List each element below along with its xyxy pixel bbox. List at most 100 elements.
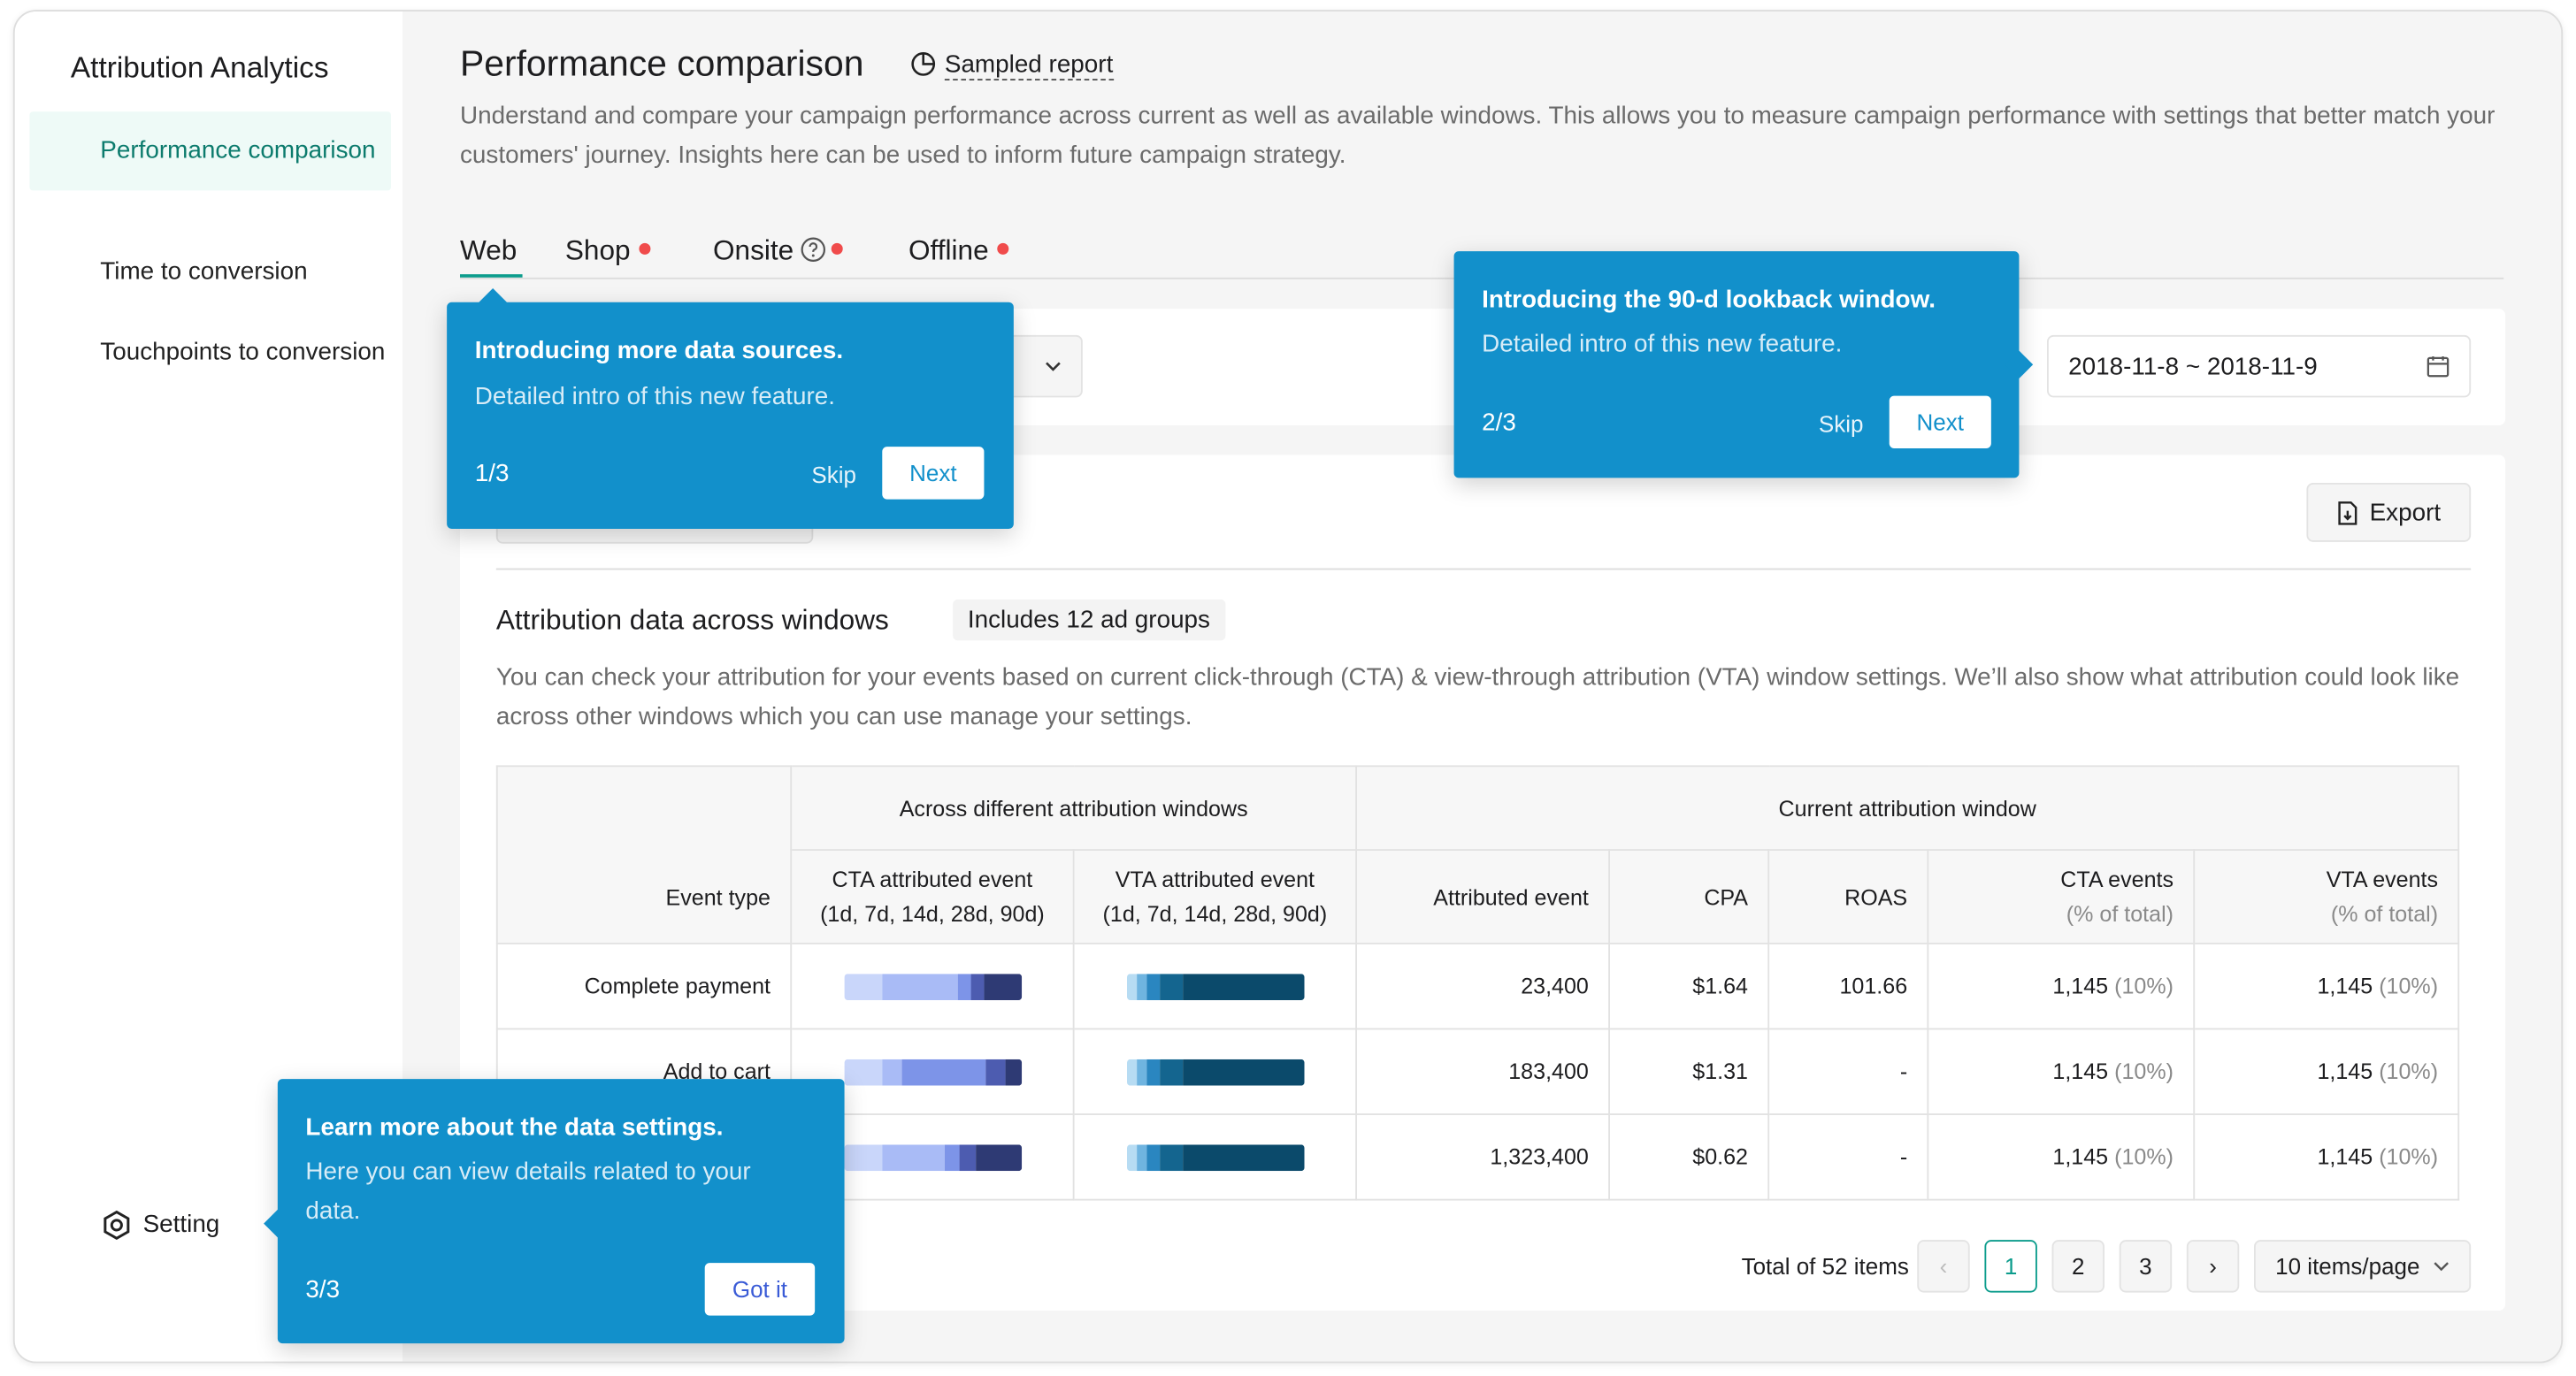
nav-item[interactable]: Touchpoints to conversion — [100, 338, 386, 367]
setting-link[interactable]: Setting — [142, 1210, 220, 1239]
date-range: 2018-11-8 ~ 2018-11-9 — [2068, 353, 2318, 381]
section-title: Attribution data across windows — [495, 604, 889, 636]
next-button[interactable]: Next — [1889, 395, 1991, 449]
column-detail: (% of total) — [2330, 901, 2439, 927]
column-header: VTA events (% of total) — [2193, 849, 2460, 944]
distribution-bar — [1126, 973, 1304, 1000]
path-part — [104, 1210, 130, 1240]
tab[interactable]: Offline — [908, 235, 1008, 268]
distribution-bar — [843, 973, 1022, 1000]
page-size-select[interactable]: 10 items/page — [2254, 1240, 2472, 1293]
page-size: 10 items/page — [2275, 1253, 2420, 1280]
circle-part — [801, 237, 826, 263]
cta-events: 1,145 (10%) — [1927, 1113, 2196, 1201]
export-button[interactable]: Export — [2306, 483, 2472, 542]
nav-item[interactable]: Performance comparison — [29, 111, 392, 191]
nav-item[interactable]: Time to conversion — [100, 257, 308, 287]
tab-label: Web — [460, 234, 518, 266]
setting-icon — [104, 1210, 130, 1240]
path-part — [2343, 509, 2353, 520]
next-button[interactable]: Next — [882, 447, 985, 500]
page-button[interactable]: 3 — [2119, 1240, 2173, 1293]
event-share: (10%) — [2114, 974, 2174, 999]
table-row: Complete payment 23,400 $1.64 101.66 1,145 (… — [495, 943, 2460, 1030]
roas: - — [1767, 1028, 1929, 1116]
bar-segment — [1136, 1143, 1146, 1171]
prev-page[interactable]: ‹ — [1917, 1240, 1970, 1293]
cta-events: 1,145 (10%) — [1927, 943, 2196, 1030]
bar-segment — [881, 1058, 901, 1085]
bar-segment — [1182, 1058, 1304, 1085]
tooltip-step: 2/3 — [1482, 409, 1516, 438]
bar-segment — [958, 1143, 976, 1171]
total-count: Total of 52 items — [1741, 1253, 1909, 1280]
vta-distribution — [1072, 943, 1358, 1030]
bar-segment — [1146, 1143, 1160, 1171]
bar-segment — [985, 1058, 1005, 1085]
column-label: VTA events — [2326, 867, 2439, 892]
sidebar: Attribution Analytics Performance compar… — [14, 11, 403, 1362]
skip-button[interactable]: Skip — [811, 461, 857, 488]
attributed-event: 1,323,400 — [1355, 1113, 1611, 1201]
column-detail: (% of total) — [2066, 901, 2174, 927]
distribution-bar — [1126, 1143, 1304, 1171]
event-count: 1,145 — [2052, 974, 2109, 999]
help-icon — [801, 237, 826, 263]
column-header: Attributed event — [1355, 849, 1611, 944]
column-header: Event type — [495, 765, 793, 944]
event-count: 1,145 — [2317, 1059, 2373, 1084]
tab[interactable]: Onsite — [713, 235, 843, 268]
column-label: CTA events — [2060, 867, 2174, 892]
bar-segment — [1182, 973, 1304, 1000]
date-picker[interactable]: 2018-11-8 ~ 2018-11-9 — [2047, 334, 2472, 398]
tab[interactable]: Web — [460, 235, 517, 268]
column-label: CTA attributed event — [832, 867, 1033, 892]
event-count: 1,145 — [2317, 974, 2373, 999]
cpa: $1.64 — [1608, 943, 1770, 1030]
attribution-table: Event type Across different attribution … — [495, 765, 2460, 1201]
cta-events: 1,145 (10%) — [1927, 1028, 2196, 1116]
event-share: (10%) — [2114, 1144, 2174, 1170]
path-part — [809, 242, 818, 252]
new-dot — [996, 242, 1008, 255]
path-part — [2434, 1262, 2449, 1272]
tab[interactable]: Shop — [565, 235, 650, 268]
event-type: Complete payment — [495, 943, 793, 1030]
bar-segment — [983, 973, 1022, 1000]
group-header: Current attribution window — [1355, 765, 2460, 852]
attributed-event: 23,400 — [1355, 943, 1611, 1030]
bar-segment — [1136, 973, 1146, 1000]
page-button[interactable]: 1 — [1984, 1240, 2037, 1293]
vta-events: 1,145 (10%) — [2193, 943, 2460, 1030]
column-header: CTA events (% of total) — [1927, 849, 2196, 944]
export-label: Export — [2369, 498, 2442, 527]
sampled-badge[interactable]: Sampled report — [944, 50, 1114, 81]
new-dot — [638, 242, 650, 255]
chevron — [2434, 1262, 2449, 1272]
bar-segment — [881, 973, 957, 1000]
thead-part: Event type Across different attribution … — [495, 765, 2460, 944]
attributed-event: 183,400 — [1355, 1028, 1611, 1116]
tooltip-body: Detailed intro of this new feature. — [474, 382, 835, 411]
page-button[interactable]: 2 — [2051, 1240, 2105, 1293]
calendar-icon — [2426, 356, 2450, 378]
bar-segment — [1159, 1143, 1183, 1171]
tooltip-step: 1/3 — [474, 460, 510, 488]
column-label: CPA — [1704, 884, 1749, 909]
bar-segment — [901, 1058, 985, 1085]
path-part — [1046, 362, 1061, 371]
bar-segment — [1146, 1058, 1160, 1085]
roas: - — [1767, 1113, 1929, 1201]
skip-button[interactable]: Skip — [1818, 410, 1864, 438]
column-header: CTA attributed event (1d, 7d, 14d, 28d, 9… — [790, 849, 1075, 944]
chevron — [1046, 362, 1061, 371]
sidebar-title: Attribution Analytics — [70, 50, 329, 84]
column-header: ROAS — [1767, 849, 1929, 944]
event-share: (10%) — [2379, 1059, 2439, 1084]
event-count: 1,145 — [2317, 1144, 2373, 1170]
next-page[interactable]: › — [2186, 1240, 2240, 1293]
got-it-button[interactable]: Got it — [704, 1263, 816, 1316]
bar-segment — [1182, 1143, 1304, 1171]
